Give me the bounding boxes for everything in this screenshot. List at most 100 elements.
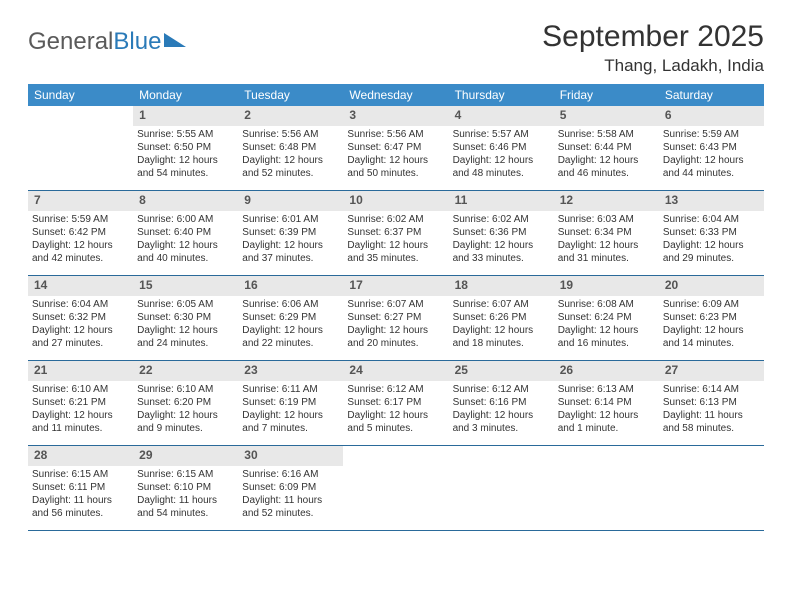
sunset-text: Sunset: 6:26 PM [453,311,550,324]
day-number: 6 [659,106,764,126]
daylight-text: Daylight: 12 hours and 27 minutes. [32,324,129,350]
weekday-header: Wednesday [343,84,448,106]
calendar-week-row: 28Sunrise: 6:15 AMSunset: 6:11 PMDayligh… [28,446,764,531]
sunrise-text: Sunrise: 6:00 AM [137,213,234,226]
day-number: 20 [659,276,764,296]
sunset-text: Sunset: 6:09 PM [242,481,339,494]
day-body: Sunrise: 6:14 AMSunset: 6:13 PMDaylight:… [659,381,764,439]
calendar-week-row: 21Sunrise: 6:10 AMSunset: 6:21 PMDayligh… [28,361,764,446]
daylight-text: Daylight: 11 hours and 54 minutes. [137,494,234,520]
sunrise-text: Sunrise: 6:03 AM [558,213,655,226]
day-cell [554,446,659,530]
daylight-text: Daylight: 11 hours and 56 minutes. [32,494,129,520]
day-number: 30 [238,446,343,466]
daylight-text: Daylight: 12 hours and 44 minutes. [663,154,760,180]
day-body: Sunrise: 6:10 AMSunset: 6:20 PMDaylight:… [133,381,238,439]
day-body: Sunrise: 6:12 AMSunset: 6:17 PMDaylight:… [343,381,448,439]
daylight-text: Daylight: 12 hours and 3 minutes. [453,409,550,435]
weekday-header: Friday [554,84,659,106]
daylight-text: Daylight: 12 hours and 35 minutes. [347,239,444,265]
day-body: Sunrise: 6:09 AMSunset: 6:23 PMDaylight:… [659,296,764,354]
day-cell: 2Sunrise: 5:56 AMSunset: 6:48 PMDaylight… [238,106,343,190]
day-body: Sunrise: 5:57 AMSunset: 6:46 PMDaylight:… [449,126,554,184]
day-cell: 15Sunrise: 6:05 AMSunset: 6:30 PMDayligh… [133,276,238,360]
sunset-text: Sunset: 6:39 PM [242,226,339,239]
day-body: Sunrise: 6:03 AMSunset: 6:34 PMDaylight:… [554,211,659,269]
sunset-text: Sunset: 6:14 PM [558,396,655,409]
day-number: 29 [133,446,238,466]
day-cell: 17Sunrise: 6:07 AMSunset: 6:27 PMDayligh… [343,276,448,360]
day-body: Sunrise: 6:12 AMSunset: 6:16 PMDaylight:… [449,381,554,439]
day-number: 27 [659,361,764,381]
daylight-text: Daylight: 12 hours and 20 minutes. [347,324,444,350]
day-body: Sunrise: 6:15 AMSunset: 6:10 PMDaylight:… [133,466,238,524]
day-body: Sunrise: 6:04 AMSunset: 6:32 PMDaylight:… [28,296,133,354]
daylight-text: Daylight: 12 hours and 52 minutes. [242,154,339,180]
day-cell: 26Sunrise: 6:13 AMSunset: 6:14 PMDayligh… [554,361,659,445]
sunset-text: Sunset: 6:20 PM [137,396,234,409]
sunset-text: Sunset: 6:42 PM [32,226,129,239]
daylight-text: Daylight: 12 hours and 24 minutes. [137,324,234,350]
sunset-text: Sunset: 6:46 PM [453,141,550,154]
weekday-header: Sunday [28,84,133,106]
sunrise-text: Sunrise: 6:06 AM [242,298,339,311]
day-number: 11 [449,191,554,211]
sunrise-text: Sunrise: 5:58 AM [558,128,655,141]
day-body: Sunrise: 6:15 AMSunset: 6:11 PMDaylight:… [28,466,133,524]
sunrise-text: Sunrise: 6:12 AM [347,383,444,396]
day-number: 15 [133,276,238,296]
daylight-text: Daylight: 11 hours and 52 minutes. [242,494,339,520]
day-cell: 27Sunrise: 6:14 AMSunset: 6:13 PMDayligh… [659,361,764,445]
day-number: 25 [449,361,554,381]
daylight-text: Daylight: 12 hours and 37 minutes. [242,239,339,265]
sunrise-text: Sunrise: 5:55 AM [137,128,234,141]
sunrise-text: Sunrise: 6:15 AM [32,468,129,481]
sunrise-text: Sunrise: 5:57 AM [453,128,550,141]
sunrise-text: Sunrise: 6:14 AM [663,383,760,396]
sunrise-text: Sunrise: 6:13 AM [558,383,655,396]
sunset-text: Sunset: 6:17 PM [347,396,444,409]
day-cell: 18Sunrise: 6:07 AMSunset: 6:26 PMDayligh… [449,276,554,360]
daylight-text: Daylight: 12 hours and 50 minutes. [347,154,444,180]
sunset-text: Sunset: 6:13 PM [663,396,760,409]
day-cell [449,446,554,530]
day-body: Sunrise: 5:59 AMSunset: 6:43 PMDaylight:… [659,126,764,184]
day-body: Sunrise: 6:10 AMSunset: 6:21 PMDaylight:… [28,381,133,439]
daylight-text: Daylight: 12 hours and 7 minutes. [242,409,339,435]
sunset-text: Sunset: 6:19 PM [242,396,339,409]
day-cell [343,446,448,530]
sunrise-text: Sunrise: 6:09 AM [663,298,760,311]
day-number: 12 [554,191,659,211]
day-cell: 14Sunrise: 6:04 AMSunset: 6:32 PMDayligh… [28,276,133,360]
logo-text-2: Blue [113,28,161,56]
daylight-text: Daylight: 12 hours and 48 minutes. [453,154,550,180]
day-number: 10 [343,191,448,211]
day-body: Sunrise: 6:02 AMSunset: 6:37 PMDaylight:… [343,211,448,269]
weekday-header: Monday [133,84,238,106]
day-cell: 5Sunrise: 5:58 AMSunset: 6:44 PMDaylight… [554,106,659,190]
daylight-text: Daylight: 12 hours and 14 minutes. [663,324,760,350]
day-number: 22 [133,361,238,381]
weekday-header: Thursday [449,84,554,106]
day-number: 9 [238,191,343,211]
day-body: Sunrise: 6:00 AMSunset: 6:40 PMDaylight:… [133,211,238,269]
daylight-text: Daylight: 12 hours and 42 minutes. [32,239,129,265]
location-label: Thang, Ladakh, India [542,56,764,76]
sunset-text: Sunset: 6:29 PM [242,311,339,324]
calendar: SundayMondayTuesdayWednesdayThursdayFrid… [28,84,764,531]
day-cell: 10Sunrise: 6:02 AMSunset: 6:37 PMDayligh… [343,191,448,275]
sunrise-text: Sunrise: 5:56 AM [347,128,444,141]
sunrise-text: Sunrise: 6:16 AM [242,468,339,481]
sunset-text: Sunset: 6:30 PM [137,311,234,324]
day-number: 8 [133,191,238,211]
day-number: 18 [449,276,554,296]
sunrise-text: Sunrise: 6:02 AM [347,213,444,226]
calendar-week-row: 14Sunrise: 6:04 AMSunset: 6:32 PMDayligh… [28,276,764,361]
sunset-text: Sunset: 6:24 PM [558,311,655,324]
sunrise-text: Sunrise: 6:02 AM [453,213,550,226]
sunrise-text: Sunrise: 6:07 AM [453,298,550,311]
day-cell: 29Sunrise: 6:15 AMSunset: 6:10 PMDayligh… [133,446,238,530]
day-cell: 3Sunrise: 5:56 AMSunset: 6:47 PMDaylight… [343,106,448,190]
sunset-text: Sunset: 6:23 PM [663,311,760,324]
logo-text-1: General [28,28,113,56]
